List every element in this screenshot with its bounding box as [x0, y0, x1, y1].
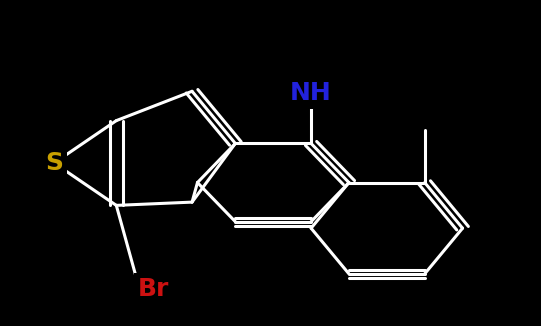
Text: NH: NH [290, 81, 332, 105]
Text: Br: Br [138, 276, 169, 301]
Text: S: S [45, 151, 63, 175]
